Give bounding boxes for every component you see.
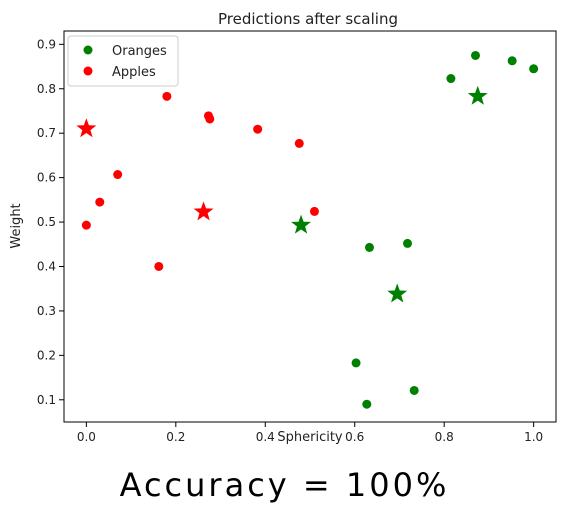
legend: Oranges Apples (67, 35, 179, 87)
y-tick-label: 0.6 (37, 171, 56, 185)
data-point-apples (95, 197, 105, 207)
data-point-oranges (446, 74, 456, 84)
chart-title: Predictions after scaling (218, 10, 398, 28)
data-point-apples (113, 170, 123, 180)
legend-label-oranges: Oranges (112, 44, 167, 59)
scatter-chart: Predictions after scaling 0.0 0.2 0.4 0.6 0.… (9, 10, 557, 445)
x-tick-label: 0.2 (166, 430, 185, 444)
x-tick-label: 0.6 (345, 430, 364, 444)
data-point-apples (309, 206, 319, 216)
y-tick-label: 0.9 (37, 37, 56, 51)
data-points (76, 50, 539, 409)
y-axis-label: Weight (9, 203, 24, 248)
prediction-star-apples (76, 118, 97, 138)
axis-ticks: 0.0 0.2 0.4 0.6 0.8 1.0 0.1 0.2 0.3 0.4 0.5 0.6 0.7 0… (37, 37, 543, 444)
plot-area (63, 30, 557, 423)
data-point-apples (205, 114, 215, 124)
legend-marker-apples (83, 66, 93, 76)
data-point-apples (162, 91, 172, 101)
y-tick-label: 0.1 (37, 393, 56, 407)
data-point-oranges (351, 358, 361, 368)
y-tick-label: 0.7 (37, 126, 56, 140)
x-tick-label: 0.0 (77, 430, 96, 444)
accuracy-caption: Accuracy = 100% (119, 466, 450, 504)
y-tick-label: 0.3 (37, 304, 56, 318)
data-point-oranges (403, 238, 413, 248)
y-tick-label: 0.5 (37, 215, 56, 229)
y-tick-label: 0.4 (37, 259, 56, 273)
prediction-star-apples (193, 201, 214, 221)
data-point-oranges (507, 56, 517, 66)
prediction-star-oranges (291, 214, 312, 234)
y-tick-label: 0.2 (37, 348, 56, 362)
x-axis-label: Sphericity (277, 430, 343, 445)
data-point-oranges (529, 64, 539, 74)
data-point-apples (294, 138, 304, 148)
data-point-apples (253, 124, 263, 134)
data-point-oranges (364, 242, 374, 252)
legend-label-apples: Apples (112, 65, 156, 80)
x-tick-label: 1.0 (524, 430, 543, 444)
x-tick-label: 0.8 (435, 430, 454, 444)
prediction-star-oranges (467, 85, 488, 105)
prediction-star-oranges (387, 283, 408, 303)
data-point-apples (154, 261, 164, 271)
data-point-oranges (362, 399, 372, 409)
data-point-oranges (470, 50, 480, 60)
legend-frame (67, 35, 179, 87)
data-point-oranges (409, 385, 419, 395)
y-tick-label: 0.8 (37, 82, 56, 96)
legend-marker-oranges (83, 45, 93, 55)
data-point-apples (81, 220, 91, 230)
x-tick-label: 0.4 (256, 430, 275, 444)
